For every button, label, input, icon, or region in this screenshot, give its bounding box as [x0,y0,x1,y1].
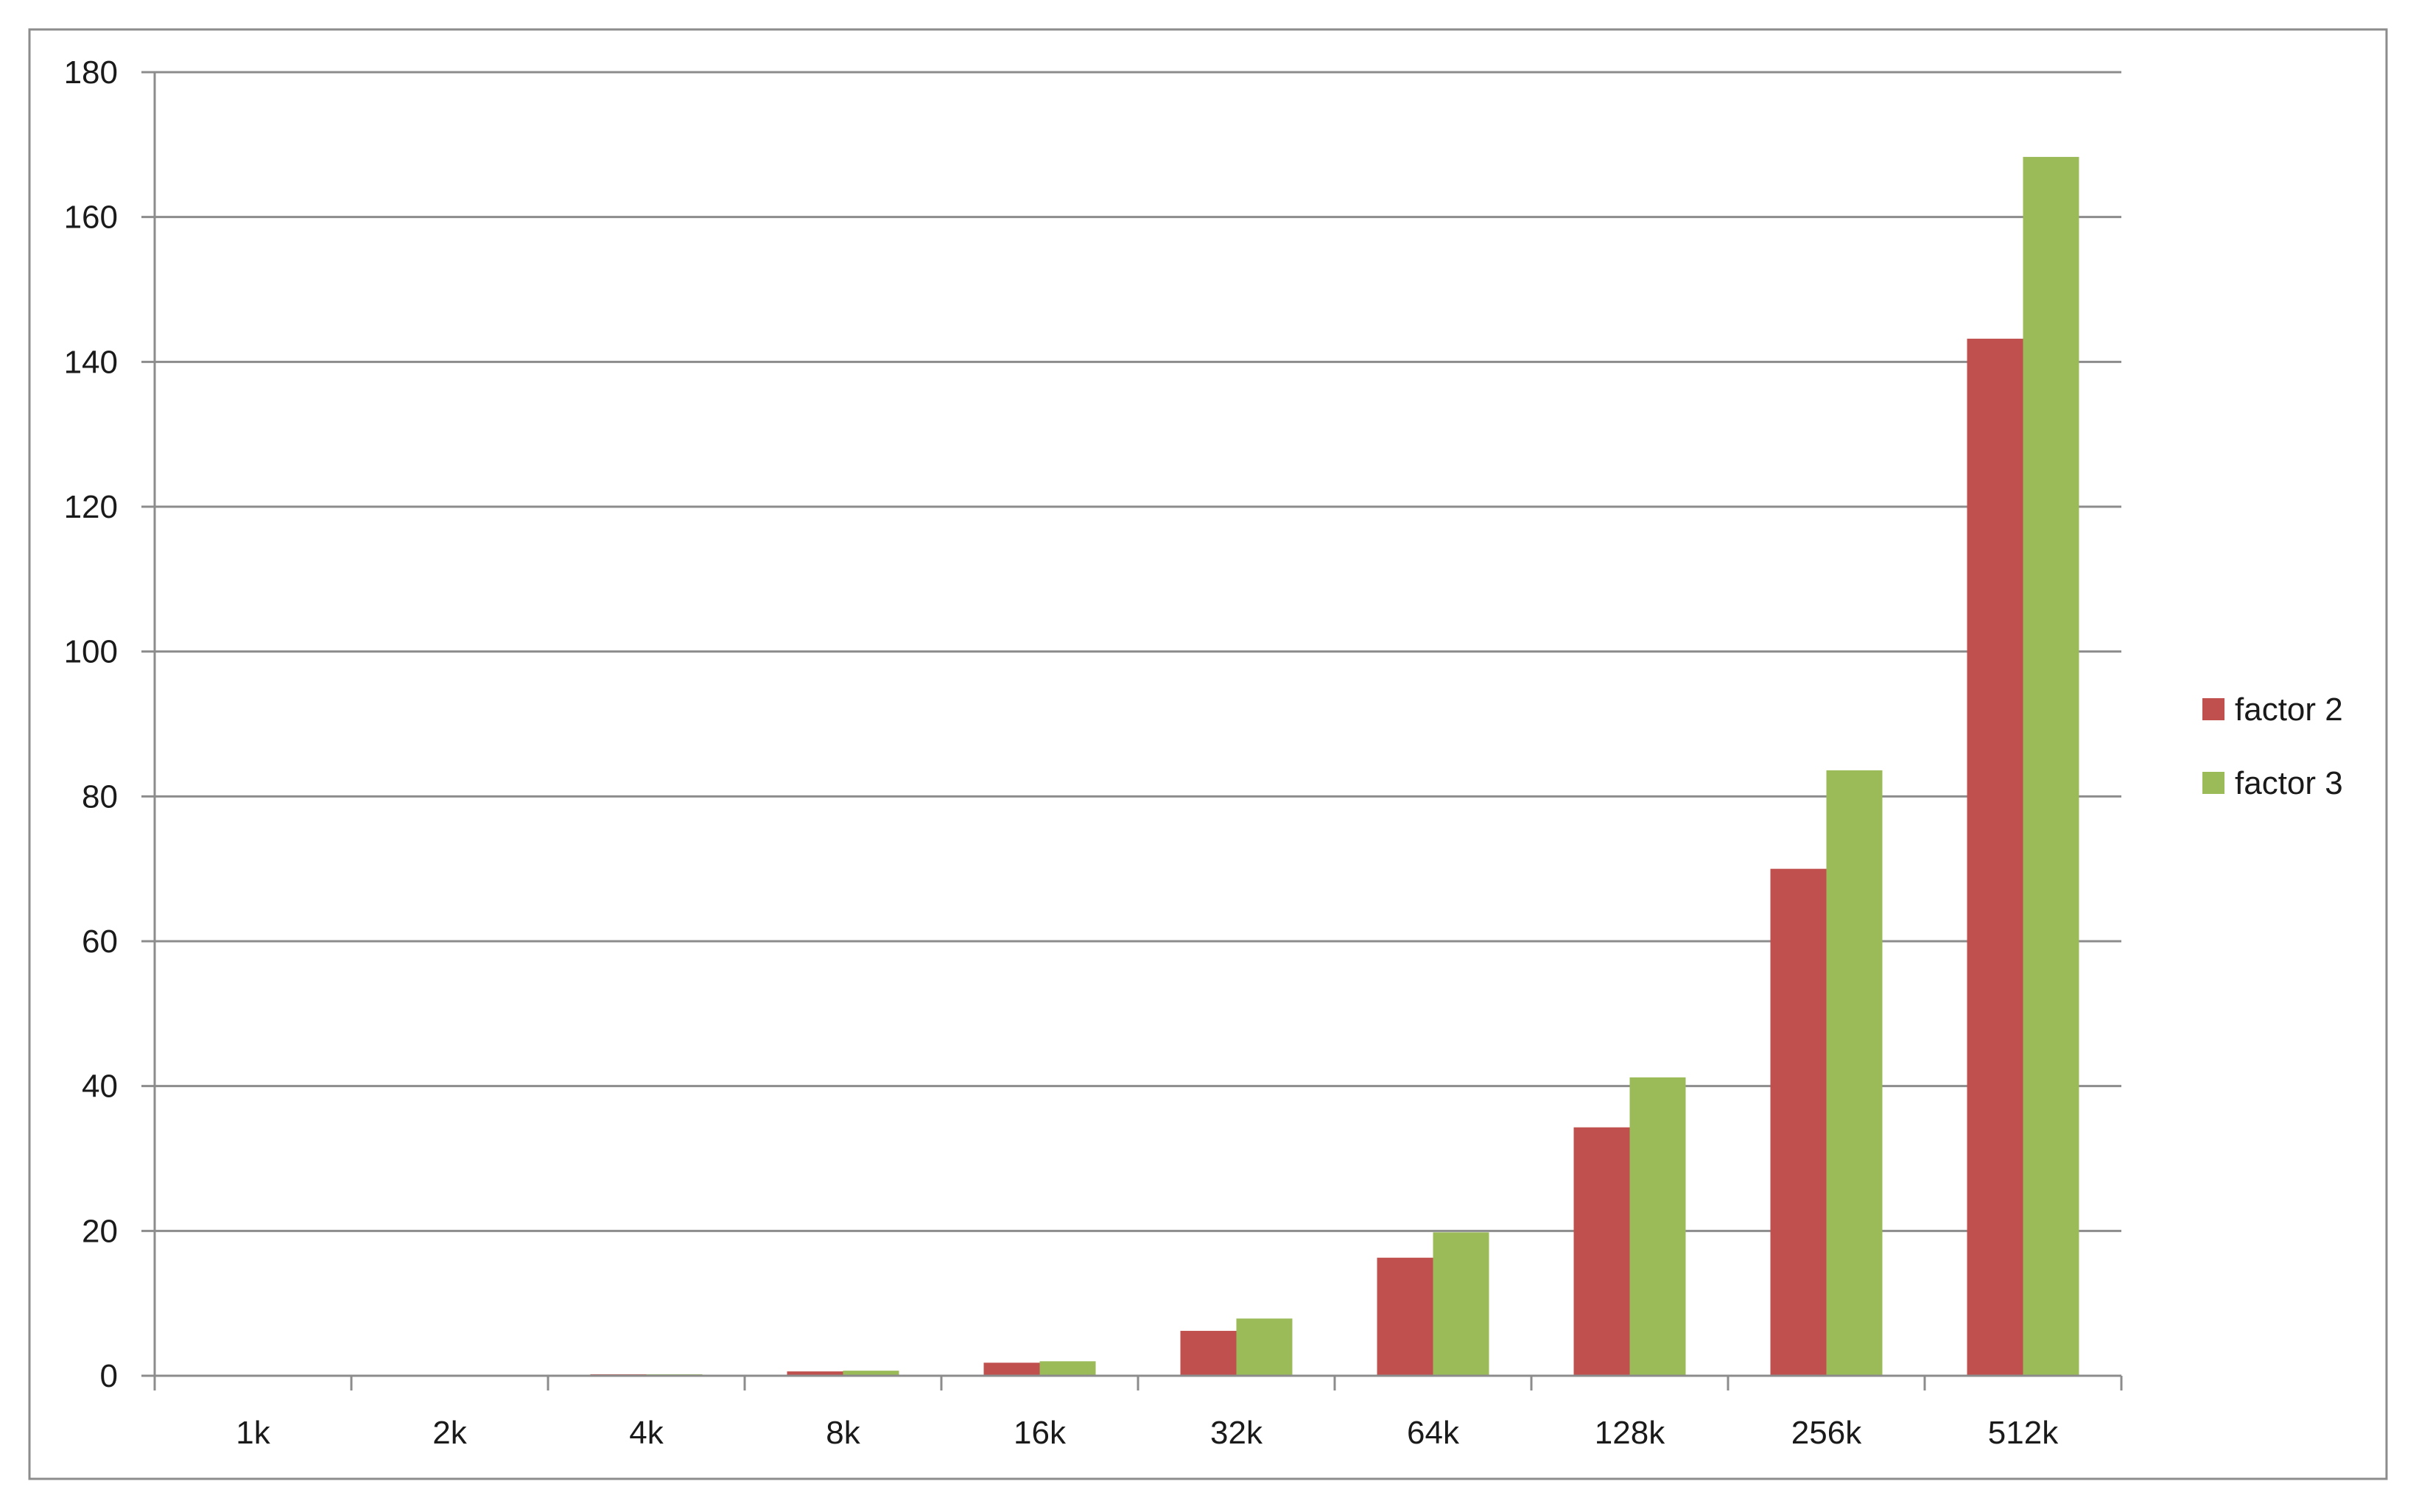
y-tick-label: 100 [64,634,118,670]
x-tick-label: 16k [1014,1415,1067,1451]
x-tick-label: 64k [1407,1415,1460,1451]
y-tick-label: 180 [64,54,118,91]
x-tick-label: 1k [236,1415,270,1451]
legend-swatch-factor-3 [2202,772,2224,794]
x-tick-label: 128k [1595,1415,1665,1451]
bar-factor-2-256k [1771,869,1827,1376]
bar-factor-3-512k [2023,157,2079,1376]
y-tick-label: 60 [82,924,118,960]
y-tick-label: 160 [64,200,118,236]
legend-label: factor 3 [2235,765,2343,801]
bar-factor-2-128k [1574,1128,1630,1376]
legend-label: factor 2 [2235,692,2343,728]
bar-factor-3-256k [1827,770,1883,1376]
x-tick-label: 256k [1791,1415,1862,1451]
bar-factor-2-32k [1181,1331,1237,1376]
bar-factor-3-16k [1040,1361,1096,1376]
bar-factor-2-64k [1377,1258,1433,1376]
y-tick-label: 140 [64,344,118,380]
x-tick-label: 2k [432,1415,467,1451]
x-tick-label: 512k [1988,1415,2059,1451]
y-tick-label: 120 [64,489,118,525]
x-tick-label: 32k [1210,1415,1263,1451]
bar-factor-3-128k [1630,1077,1686,1376]
bar-factor-2-16k [984,1362,1040,1376]
bar-factor-2-512k [1967,339,2023,1376]
bar-factor-3-32k [1237,1318,1293,1376]
bar-factor-3-64k [1433,1232,1489,1376]
x-tick-label: 8k [826,1415,860,1451]
y-tick-label: 0 [100,1358,118,1394]
x-tick-label: 4k [629,1415,664,1451]
y-tick-label: 40 [82,1069,118,1105]
y-tick-label: 80 [82,778,118,815]
legend-swatch-factor-2 [2202,698,2224,720]
y-tick-label: 20 [82,1213,118,1249]
